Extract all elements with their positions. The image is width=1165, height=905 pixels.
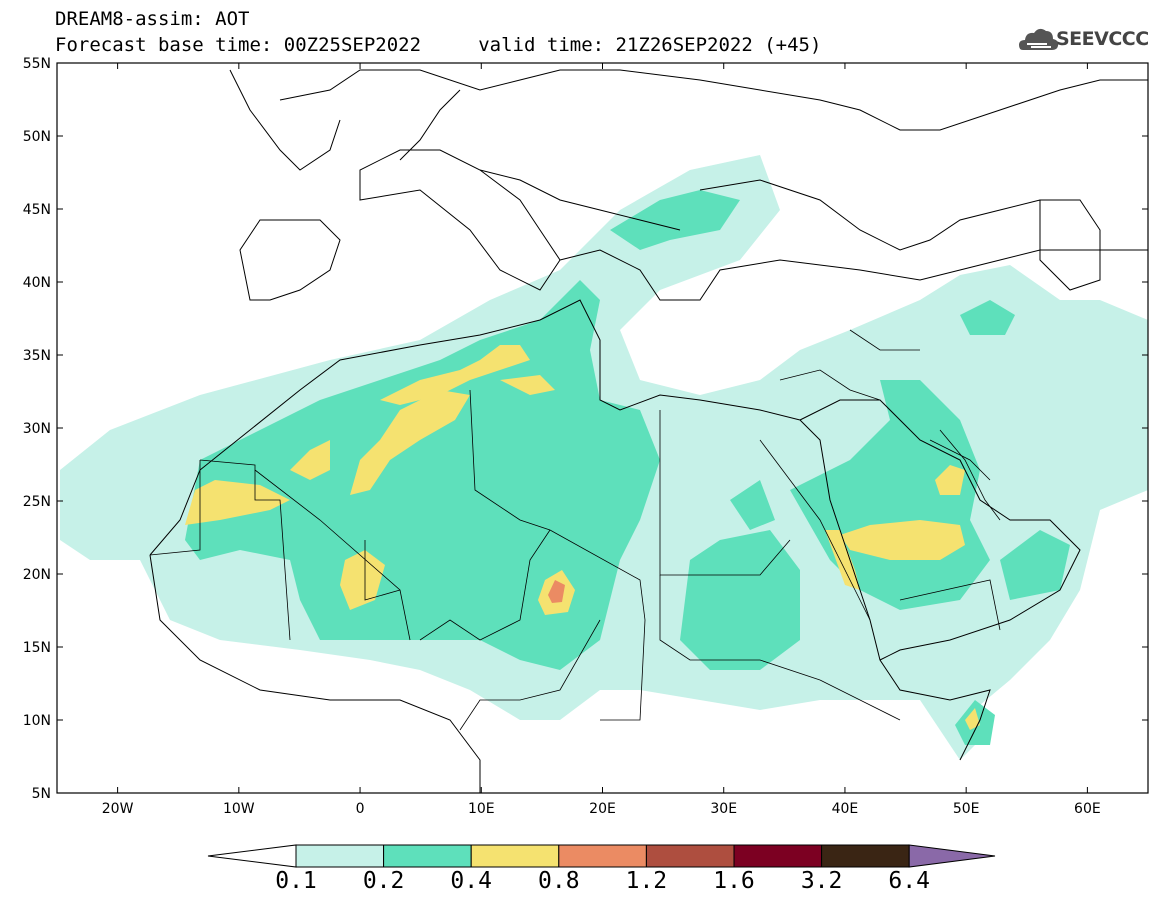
colorbar-label: 0.1 — [275, 868, 317, 894]
persian-gulf-coast — [939, 429, 1001, 521]
colorbar-segment — [470, 844, 560, 868]
forecast-time-subtitle: Forecast base time: 00Z25SEP2022 valid t… — [55, 34, 822, 56]
colorbar-label: 0.2 — [362, 868, 405, 894]
lon-tick-label: 20W — [102, 801, 134, 817]
lon-tick-label: 10E — [468, 801, 495, 817]
red-sea-coast — [759, 439, 871, 621]
lon-tick-label: 40E — [832, 801, 859, 817]
colorbar-label: 1.2 — [625, 868, 668, 894]
aot-shade-high — [350, 390, 470, 495]
aot-shade-medium — [680, 530, 800, 670]
aot-shade-medium — [610, 190, 740, 250]
seevccc-logo: SEEVCCC — [1056, 28, 1149, 50]
lon-tick-label: 50E — [953, 801, 980, 817]
lat-tick-label: 5N — [32, 786, 51, 802]
colorbar-segment — [295, 844, 385, 868]
colorbar-segment — [821, 844, 910, 868]
lon-tick-label: 0 — [356, 801, 365, 817]
colorbar-label: 6.4 — [888, 868, 930, 894]
aot-shade-high — [935, 465, 965, 495]
colorbar — [207, 844, 996, 868]
lat-tick-label: 50N — [23, 129, 51, 145]
aot-shade-high — [965, 708, 980, 730]
lat-tick-label: 55N — [23, 56, 51, 72]
colorbar-segment — [645, 844, 735, 868]
aot-shade-high — [840, 520, 965, 560]
colorbar-high-triangle — [908, 844, 996, 868]
colorbar-low-triangle — [207, 844, 297, 868]
colorbar-segment — [733, 844, 823, 868]
lat-tick-label: 20N — [23, 567, 51, 583]
coastlines — [149, 69, 1148, 793]
aot-shade-peak — [548, 580, 565, 603]
lat-tick-label: 40N — [23, 275, 51, 291]
lat-tick-label: 35N — [23, 348, 51, 364]
lon-tick-label: 60E — [1074, 801, 1101, 817]
aot-shade-high — [825, 530, 860, 590]
colorbar-label: 0.4 — [450, 868, 492, 894]
colorbar-label: 0.8 — [538, 868, 580, 894]
lat-tick-label: 25N — [23, 494, 51, 510]
aot-shade-medium — [960, 300, 1015, 335]
aot-shade-high — [500, 375, 555, 395]
map-title: DREAM8-assim: AOT — [55, 8, 250, 30]
colorbar-segment — [558, 844, 647, 868]
lat-tick-label: 45N — [23, 202, 51, 218]
lon-tick-label: 30E — [710, 801, 737, 817]
aot-shade-high — [290, 440, 330, 480]
lat-tick-label: 15N — [23, 640, 51, 656]
lon-tick-label: 20E — [589, 801, 616, 817]
aot-shade-high — [185, 480, 290, 525]
aot-shade-high — [380, 345, 530, 405]
cloud-icon — [1019, 28, 1059, 50]
colorbar-segment — [383, 844, 472, 868]
lon-tick-label: 10W — [223, 801, 255, 817]
lat-tick-label: 10N — [23, 713, 51, 729]
lat-tick-label: 30N — [23, 421, 51, 437]
aot-shade-medium — [1000, 530, 1070, 600]
aot-shade-medium — [730, 480, 775, 530]
colorbar-label: 1.6 — [713, 868, 755, 894]
aot-shade-high — [340, 550, 385, 610]
country-borders — [149, 329, 1001, 731]
axis-ticks: 20W 10W 0 10E 20E 30E 40E 50E 60E 5N 10N 15N 20N 25N 3… — [23, 56, 1148, 817]
aot-field — [60, 69, 1148, 793]
colorbar-label: 3.2 — [800, 868, 843, 894]
